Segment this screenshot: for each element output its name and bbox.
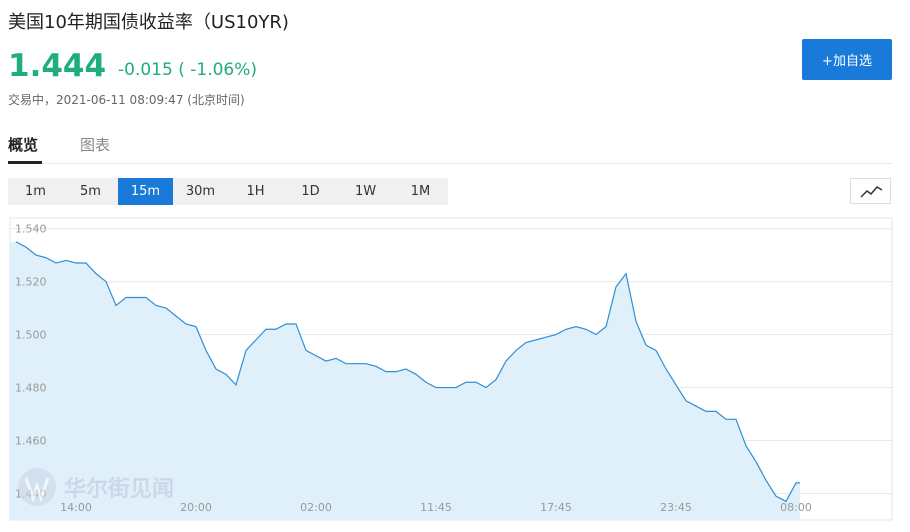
period-button[interactable]: 1D	[301, 184, 320, 199]
period-button[interactable]: 1M	[410, 184, 431, 199]
period-button[interactable]: 1W	[354, 184, 377, 199]
y-tick-label: 1.500	[15, 329, 47, 342]
y-tick-label: 1.460	[15, 435, 47, 448]
price-change: -0.015 ( -1.06%)	[118, 60, 258, 80]
tab-indicator	[8, 161, 42, 164]
area	[10, 241, 800, 520]
page-title: 美国10年期国债收益率（US10YR)	[8, 12, 289, 33]
tab-divider	[8, 163, 892, 164]
x-tick-label: 11:45	[420, 501, 452, 514]
x-tick-label: 20:00	[180, 501, 212, 514]
watermark-logo-mark	[24, 477, 50, 503]
period-button[interactable]: 5m	[80, 184, 101, 199]
trade-status: 交易中，2021-06-11 08:09:47 (北京时间)	[8, 93, 245, 107]
x-tick-label: 17:45	[540, 501, 572, 514]
x-tick-label: 08:00	[780, 501, 812, 514]
period-button[interactable]: 30m	[185, 184, 216, 199]
period-button[interactable]: 15m	[118, 178, 173, 205]
line	[15, 241, 800, 503]
period-button[interactable]: 1m	[25, 184, 46, 199]
tab[interactable]: 概览	[8, 136, 39, 154]
chart-type-icon	[860, 186, 883, 198]
x-tick-label: 02:00	[300, 501, 332, 514]
y-tick-label: 1.520	[15, 276, 47, 289]
period-button[interactable]: 1H	[246, 184, 265, 199]
chart-type-button[interactable]	[850, 178, 891, 204]
watermark-text: 华尔街见闻	[64, 476, 174, 502]
period-selector: 1m 5m 15m 30m 1H 1D 1W 1M	[8, 178, 448, 205]
watermark: 华尔街见闻	[18, 468, 174, 506]
y-tick-label: 1.480	[15, 382, 47, 395]
y-tick-label: 1.540	[15, 223, 47, 236]
x-tick-label: 14:00	[60, 501, 92, 514]
tab[interactable]: 图表	[80, 136, 111, 154]
add-watchlist-button[interactable]: +加自选	[802, 39, 892, 80]
price: 1.444	[8, 48, 107, 84]
x-tick-label: 23:45	[660, 501, 692, 514]
